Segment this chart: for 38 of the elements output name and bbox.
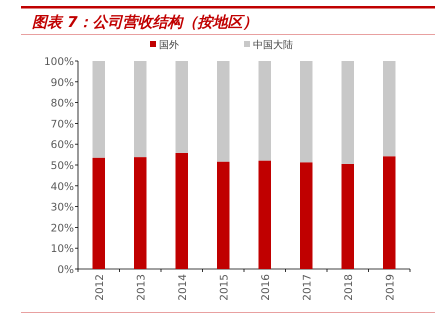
- y-tick-label: 100%: [44, 56, 74, 68]
- x-tick-label: 2015: [218, 274, 230, 301]
- y-tick-label: 80%: [50, 98, 74, 110]
- y-tick-label: 70%: [50, 118, 74, 130]
- x-tick-label: 2019: [384, 274, 396, 301]
- bar: [258, 61, 271, 161]
- x-tick-label: 2018: [342, 274, 355, 301]
- bar: [176, 61, 188, 153]
- bar: [300, 61, 312, 162]
- x-tick-label: 2014: [176, 274, 189, 301]
- y-tick-label: 30%: [50, 202, 74, 214]
- bar: [134, 61, 146, 158]
- bar: [383, 156, 396, 269]
- y-tick-label: 0%: [57, 264, 74, 276]
- x-tick-label: 2012: [94, 274, 106, 301]
- x-tick-label: 2017: [301, 274, 314, 301]
- chart-title: 图表 7：公司营收结构（按地区）: [32, 13, 258, 31]
- x-tick-label: 2016: [260, 274, 272, 301]
- y-tick-label: 60%: [50, 139, 74, 152]
- legend-label: 中国大陆: [253, 39, 293, 51]
- bar: [258, 160, 271, 269]
- bar: [383, 61, 396, 156]
- y-tick-label: 50%: [50, 160, 74, 172]
- bar: [217, 61, 230, 162]
- y-tick-label: 20%: [50, 222, 74, 234]
- bar: [92, 158, 105, 269]
- bar: [342, 61, 354, 164]
- bar: [300, 162, 312, 269]
- bar: [134, 157, 146, 269]
- y-tick-label: 40%: [50, 180, 74, 193]
- x-tick-label: 2013: [135, 274, 148, 301]
- legend-label: 国外: [159, 40, 179, 51]
- y-tick-label: 10%: [50, 243, 74, 256]
- bar: [217, 162, 230, 269]
- bar: [92, 61, 105, 158]
- bar: [176, 152, 188, 269]
- y-tick-label: 90%: [50, 76, 74, 89]
- bar: [342, 164, 354, 269]
